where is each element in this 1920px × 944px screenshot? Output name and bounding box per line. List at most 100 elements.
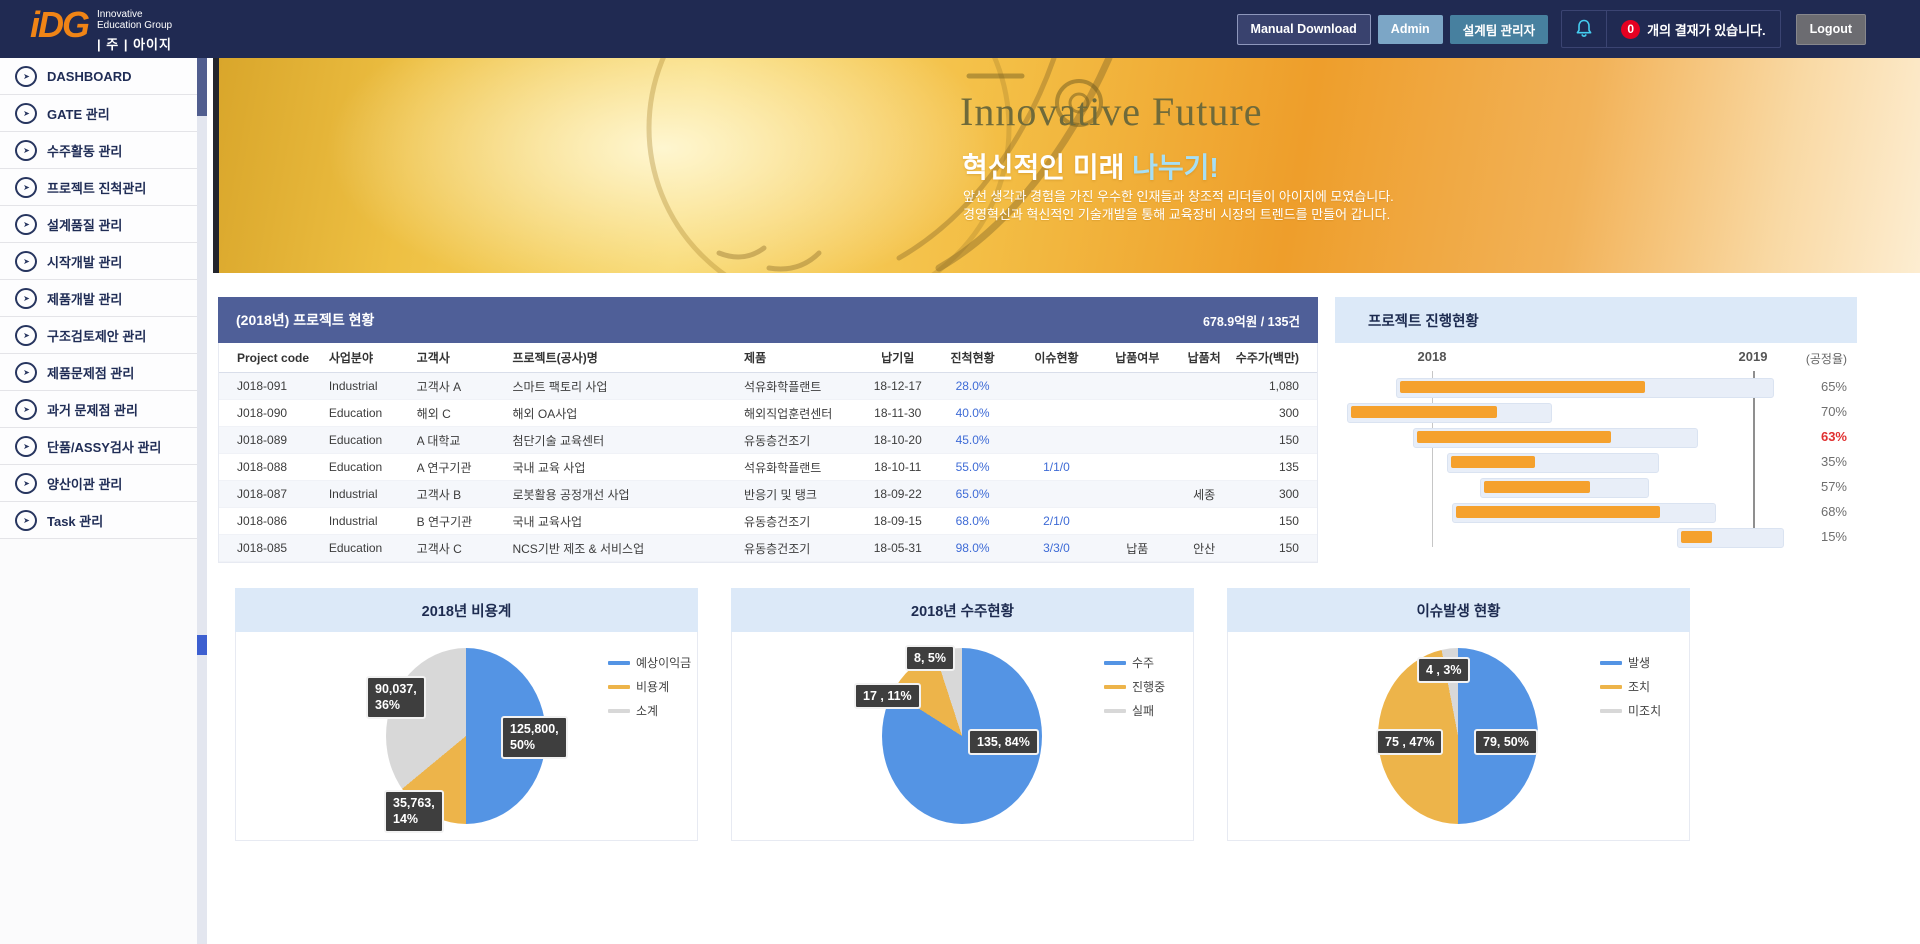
cell: Education [328, 541, 383, 555]
design-team-admin-button[interactable]: 설계팀 관리자 [1449, 14, 1549, 44]
column-header: 제품 [744, 351, 767, 365]
arrow-circle-icon: ➤ [15, 65, 37, 87]
cell: 반응기 및 탱크 [744, 487, 817, 502]
legend-swatch-icon [608, 660, 630, 665]
table-row[interactable]: J018-091 Industrial 고객사 A 스마트 팩토리 사업 석유화학플랜트… [219, 373, 1317, 400]
arrow-circle-icon: ➤ [15, 435, 37, 457]
cell: 18-05-31 [873, 541, 922, 555]
table-row[interactable]: J018-087 Industrial 고객사 B 로봇활용 공정개선 사업 반응기 및… [219, 481, 1317, 508]
pie-chart-area: 수주 진행중 실패 135, 84% 17 , 11% 8, 5% [731, 632, 1194, 841]
scrollbar-marker[interactable] [197, 635, 207, 655]
cell: Education [328, 406, 383, 420]
project-progress-title: 프로젝트 진행현황 [1368, 313, 1479, 330]
cell[interactable]: 28.0% [955, 379, 990, 393]
cell: Industrial [328, 487, 378, 501]
project-progress-panel: 프로젝트 진행현황 2018 2019 (공정율) 65% 70% 63% 35% 57… [1335, 297, 1857, 555]
gantt-rate-label: (공정율) [1805, 352, 1847, 366]
sidebar-item-label: 설계품질 관리 [47, 217, 123, 233]
cell: Education [328, 460, 383, 474]
manual-download-button[interactable]: Manual Download [1236, 13, 1371, 45]
table-row[interactable]: J018-089 Education A 대학교 첨단기술 교육센터 유동층건조기 18-… [219, 427, 1317, 454]
gantt-track [1347, 403, 1552, 423]
banner-headline-accent: 나누기! [1132, 152, 1219, 183]
legend-item: 미조치 [1600, 702, 1661, 719]
gantt-year-2019: 2019 [1738, 349, 1768, 364]
cell[interactable]: 3/3/0 [1043, 541, 1070, 555]
sidebar-item-label: 구조검토제안 관리 [47, 328, 147, 344]
sidebar-item-label: Task 관리 [47, 513, 104, 529]
sidebar-item-mass-transfer[interactable]: ➤ 양산이관 관리 [0, 465, 197, 502]
banner-headline-white: 혁신적인 미래 [962, 152, 1133, 183]
sidebar-menu: ➤ DASHBOARD ➤ GATE 관리 ➤ 수주활동 관리 ➤ 프로젝트 진척관리 ➤ 설계품… [0, 58, 197, 944]
company-logo: iDG Innovative Education Group | 주 | 아이지 [0, 5, 172, 53]
sidebar-item-dashboard[interactable]: ➤ DASHBOARD [0, 58, 197, 95]
project-status-summary: 678.9억원 / 135건 [1202, 314, 1300, 329]
sidebar-item-gate[interactable]: ➤ GATE 관리 [0, 95, 197, 132]
cell[interactable]: 98.0% [955, 541, 990, 555]
logo-company-korean: | 주 | 아이지 [97, 37, 172, 52]
sidebar-item-label: 과거 문제점 관리 [47, 402, 138, 418]
sidebar-item-past-issue[interactable]: ➤ 과거 문제점 관리 [0, 391, 197, 428]
logo-tagline-line2: Education Group [97, 20, 173, 31]
lightbulb-sketch [646, 58, 1113, 273]
column-header: Project code [237, 350, 310, 365]
sidebar-item-unit-assy[interactable]: ➤ 단품/ASSY검사 관리 [0, 428, 197, 465]
column-header: 고객사 [416, 351, 450, 365]
arrow-circle-icon: ➤ [15, 324, 37, 346]
data-label: 35,763, 14% [384, 790, 444, 833]
sidebar-item-design-quality[interactable]: ➤ 설계품질 관리 [0, 206, 197, 243]
admin-button[interactable]: Admin [1377, 14, 1443, 44]
cell: 해외직업훈련센터 [744, 406, 833, 421]
legend-label: 실패 [1132, 704, 1155, 718]
cell[interactable]: 1/1/0 [1043, 460, 1070, 474]
legend-item: 진행중 [1104, 678, 1165, 695]
table-row[interactable]: J018-086 Industrial B 연구기관 국내 교육사업 유동층건조기 18-… [219, 508, 1317, 535]
cell[interactable]: 2/1/0 [1043, 514, 1070, 528]
logout-button[interactable]: Logout [1795, 13, 1866, 45]
cell[interactable]: 65.0% [955, 487, 990, 501]
arrow-circle-icon: ➤ [15, 250, 37, 272]
pie-panel-title: 2018년 비용계 [235, 588, 698, 632]
sidebar-item-label: 제품개발 관리 [47, 291, 123, 307]
sidebar-item-label: 단품/ASSY검사 관리 [47, 439, 162, 455]
cell[interactable]: 45.0% [955, 433, 990, 447]
progress-rate-label: 63% [1820, 429, 1847, 444]
cell: 안산 [1193, 541, 1216, 556]
data-label: 8, 5% [905, 645, 955, 672]
legend-item: 발생 [1600, 654, 1661, 671]
notification-bell-button[interactable] [1562, 11, 1608, 47]
sidebar-item-product-issue[interactable]: ➤ 제품문제점 관리 [0, 354, 197, 391]
cell: A 대학교 [416, 433, 461, 448]
year-gridline [1753, 371, 1755, 547]
cell[interactable]: 68.0% [955, 514, 990, 528]
cell: 석유화학플랜트 [744, 379, 822, 394]
cell: 국내 교육 사업 [512, 460, 586, 475]
data-label: 4 , 3% [1417, 657, 1471, 684]
logo-tagline: Innovative Education Group | 주 | 아이지 [97, 5, 172, 53]
table-row[interactable]: J018-090 Education 해외 C 해외 OA사업 해외직업훈련센터 18-1… [219, 400, 1317, 427]
cell: 해외 OA사업 [512, 406, 578, 421]
table-row[interactable]: J018-088 Education A 연구기관 국내 교육 사업 석유화학플랜트 18… [219, 454, 1317, 481]
sidebar-item-product-dev[interactable]: ➤ 제품개발 관리 [0, 280, 197, 317]
data-label: 79, 50% [1474, 729, 1538, 756]
cell: 150 [1278, 541, 1299, 555]
sidebar-item-structure-review[interactable]: ➤ 구조검토제안 관리 [0, 317, 197, 354]
cell[interactable]: 40.0% [955, 406, 990, 420]
approval-status: 0 개의 결재가 있습니다. [1607, 11, 1779, 47]
cell[interactable]: 55.0% [955, 460, 990, 474]
sidebar-item-order-activity[interactable]: ➤ 수주활동 관리 [0, 132, 197, 169]
sidebar-item-project-progress[interactable]: ➤ 프로젝트 진척관리 [0, 169, 197, 206]
cell: 국내 교육사업 [512, 514, 583, 529]
cell: 300 [1278, 406, 1299, 420]
table-row[interactable]: J018-085 Education 고객사 C NCS기반 제조 & 서비스업 유동층… [219, 535, 1317, 562]
legend-label: 발생 [1628, 656, 1651, 670]
pie-chart-area: 발생 조치 미조치 79, 50% 75 , 47% 4 , 3% [1227, 632, 1690, 841]
legend-swatch-icon [1104, 684, 1126, 689]
legend-label: 수주 [1132, 656, 1155, 670]
legend-swatch-icon [1600, 708, 1622, 713]
legend-label: 미조치 [1628, 704, 1662, 718]
arrow-circle-icon: ➤ [15, 102, 37, 124]
sidebar-item-pilot-dev[interactable]: ➤ 시작개발 관리 [0, 243, 197, 280]
sidebar-item-task[interactable]: ➤ Task 관리 [0, 502, 197, 539]
scrollbar-thumb[interactable] [197, 58, 207, 116]
